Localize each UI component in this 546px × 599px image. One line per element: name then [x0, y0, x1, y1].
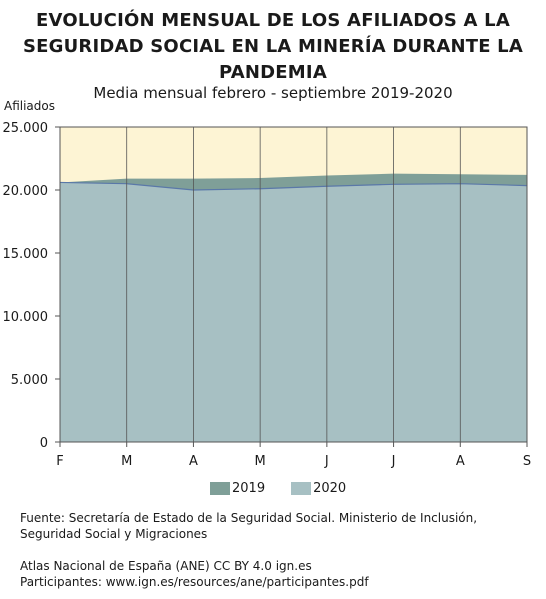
x-tick-label: A: [456, 454, 465, 469]
y-tick-label: 0: [40, 436, 48, 451]
x-tick-label: S: [523, 454, 531, 469]
series-areas: [59, 173, 528, 442]
legend: 2019 2020: [210, 481, 372, 496]
y-tick-label: 10.000: [3, 310, 49, 325]
legend-swatch-2020: [291, 482, 312, 495]
y-axis-label: Afiliados: [4, 99, 55, 113]
x-tick-label: J: [324, 454, 329, 469]
line-series-2020: [59, 181, 528, 191]
source-note: Fuente: Secretaría de Estado de la Segur…: [20, 510, 530, 542]
title-line: PANDEMIA: [219, 62, 327, 83]
y-tick-label: 20.000: [3, 184, 49, 199]
legend-item-2020: 2020: [291, 481, 346, 496]
source-line: Fuente: Secretaría de Estado de la Segur…: [20, 511, 478, 525]
credits-line: Atlas Nacional de España (ANE) CC BY 4.0…: [20, 559, 312, 573]
legend-label-2020: 2020: [313, 481, 347, 496]
y-tick-label: 25.000: [3, 121, 49, 136]
x-tick-label: J: [391, 454, 396, 469]
x-tick-label: A: [189, 454, 198, 469]
y-tick-label: 5.000: [11, 373, 48, 388]
x-tick-label: F: [56, 454, 63, 469]
axes: [55, 126, 528, 447]
plot-frame: [59, 126, 528, 443]
legend-item-2019: 2019: [210, 481, 265, 496]
y-tick-labels: 0 5.000 10.000 15.000 20.000 25.000: [3, 121, 49, 451]
x-tick-label: M: [255, 454, 266, 469]
x-tick-label: M: [121, 454, 132, 469]
chart-title: EVOLUCIÓN MENSUAL DE LOS AFILIADOS A LA …: [0, 8, 546, 86]
credits-note: Atlas Nacional de España (ANE) CC BY 4.0…: [20, 558, 530, 590]
grid-lines: [126, 127, 461, 442]
credits-line: Participantes: www.ign.es/resources/ane/…: [20, 575, 369, 589]
legend-label-2019: 2019: [232, 481, 266, 496]
source-line: Seguridad Social y Migraciones: [20, 527, 208, 541]
area-series-2020: [60, 182, 527, 442]
legend-swatch-2019: [210, 482, 230, 495]
title-line: SEGURIDAD SOCIAL EN LA MINERÍA DURANTE L…: [22, 36, 523, 57]
y-tick-label: 15.000: [3, 247, 49, 262]
area-chart: 0 5.000 10.000 15.000 20.000 25.000 F M A M J J A S: [3, 121, 532, 469]
title-line: EVOLUCIÓN MENSUAL DE LOS AFILIADOS A LA: [36, 10, 510, 31]
chart-subtitle: Media mensual febrero - septiembre 2019-…: [93, 84, 453, 102]
